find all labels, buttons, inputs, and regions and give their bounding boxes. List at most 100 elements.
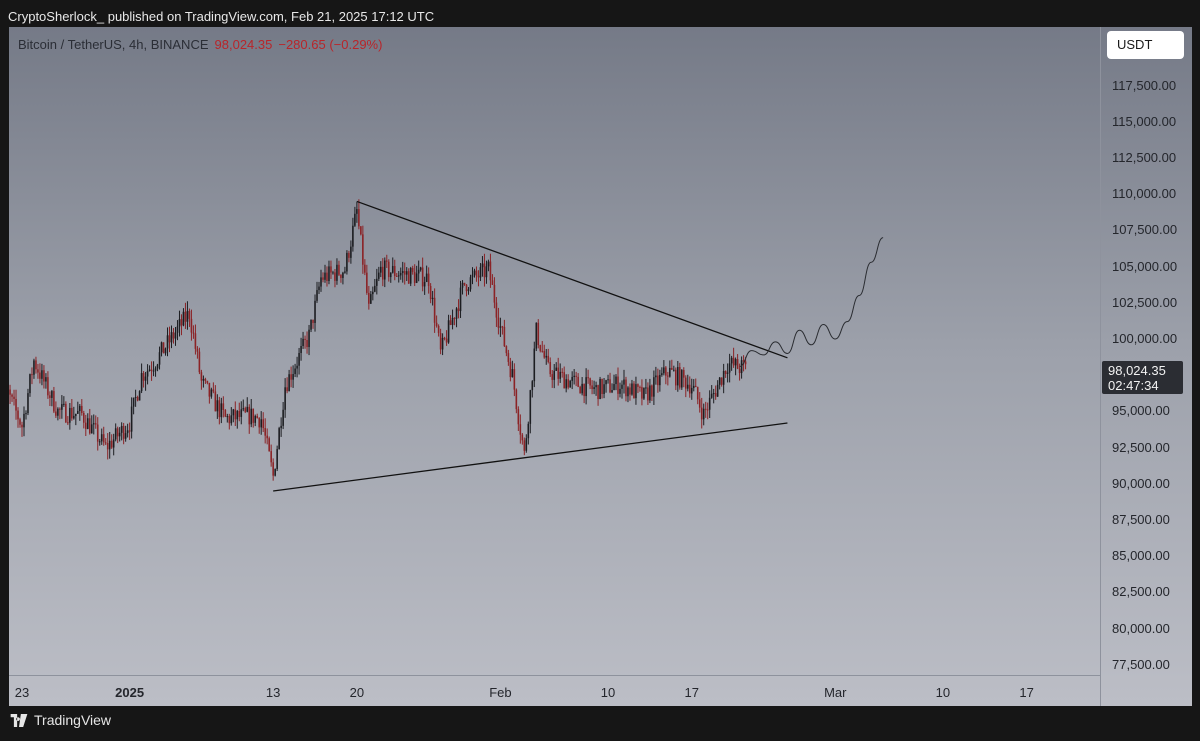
candle-body <box>485 266 488 278</box>
candle-body <box>194 333 197 349</box>
candle-body <box>166 335 169 349</box>
last-price-label: 98,024.35 02:47:34 <box>1102 361 1183 394</box>
candle-body <box>577 376 579 387</box>
price-tick-label: 92,500.00 <box>1112 439 1170 455</box>
candle-body <box>742 360 745 362</box>
candle-body <box>364 264 366 273</box>
candle-body <box>629 387 631 395</box>
candle-body <box>376 278 378 286</box>
candle-body <box>573 375 575 377</box>
candle-body <box>320 277 322 287</box>
candle-body <box>342 272 344 278</box>
candle-body <box>419 267 422 270</box>
candle-body <box>609 379 611 393</box>
candle-body <box>330 266 332 273</box>
candle-body <box>374 285 376 292</box>
candle-body <box>280 425 282 429</box>
candle-body <box>433 297 436 323</box>
candle-body <box>633 383 635 399</box>
time-tick-label: 13 <box>265 685 281 700</box>
candle-body <box>495 302 498 318</box>
candle-body <box>649 385 651 401</box>
candle-body <box>318 286 320 291</box>
candle-body <box>35 360 37 370</box>
price-axis-border <box>1100 27 1101 706</box>
price-tick-label: 87,500.00 <box>1112 512 1170 527</box>
chart-panel[interactable]: Bitcoin / TetherUS, 4h, BINANCE 98,024.35… <box>9 27 1192 706</box>
candle-body <box>224 409 227 417</box>
candle-body <box>286 387 288 392</box>
time-tick-label: Feb <box>489 685 512 700</box>
candle-body <box>356 209 358 214</box>
candle-body <box>682 370 685 378</box>
candle-body <box>734 359 737 366</box>
candle-body <box>409 268 412 284</box>
candle-body <box>112 439 115 448</box>
candle-body <box>310 319 312 330</box>
candle-body <box>661 373 663 375</box>
trendline-upper[interactable] <box>356 200 788 359</box>
candle-body <box>326 272 328 281</box>
candle-body <box>246 406 249 412</box>
candle-body <box>13 396 15 399</box>
candle-body <box>202 378 205 381</box>
candle-body <box>142 373 145 381</box>
candle-body <box>190 318 193 333</box>
candle-body <box>684 377 687 389</box>
candle-body <box>621 384 623 389</box>
candle-body <box>37 369 39 373</box>
candle-body <box>250 408 253 425</box>
candle-body <box>523 440 526 451</box>
candle-body <box>425 273 428 282</box>
candle-body <box>722 370 725 385</box>
candle-body <box>47 377 49 396</box>
candle-body <box>601 378 603 394</box>
candle-body <box>413 271 416 283</box>
projection-path[interactable] <box>739 237 884 368</box>
candle-body <box>290 374 292 380</box>
candle-body <box>465 284 468 292</box>
candle-body <box>81 405 83 413</box>
candle-body <box>96 424 99 442</box>
candle-body <box>451 317 454 325</box>
candle-body <box>463 282 466 285</box>
candle-body <box>545 355 548 358</box>
candle-body <box>611 390 613 393</box>
candle-body <box>158 352 161 365</box>
candle-body <box>647 387 649 401</box>
trendline-lower[interactable] <box>273 422 788 492</box>
candle-body <box>21 424 23 428</box>
candle-body <box>533 348 536 382</box>
candle-body <box>401 270 404 274</box>
candle-body <box>471 274 474 278</box>
candle-body <box>174 332 177 339</box>
time-tick-label: 23 <box>14 685 30 700</box>
candle-body <box>569 380 571 388</box>
candle-body <box>86 418 89 429</box>
candle-body <box>284 387 286 410</box>
candle-body <box>23 413 25 428</box>
price-tick-label: 102,500.00 <box>1112 294 1178 310</box>
candle-body <box>148 369 151 371</box>
candle-body <box>138 391 141 401</box>
candle-body <box>134 397 137 399</box>
candle-body <box>79 405 81 412</box>
price-chart[interactable] <box>9 27 1192 706</box>
candle-body <box>663 367 665 374</box>
candle-body <box>389 272 392 278</box>
time-tick-label: 2025 <box>115 685 145 700</box>
candle-body <box>350 246 352 258</box>
candle-body <box>84 422 87 429</box>
candle-body <box>352 225 354 247</box>
candle-body <box>623 379 625 385</box>
candle-body <box>557 367 560 379</box>
candle-body <box>71 407 73 419</box>
time-tick-label: 10 <box>600 685 616 700</box>
footer-brand[interactable]: TradingView <box>10 712 111 728</box>
candle-body <box>579 386 581 394</box>
currency-button[interactable]: USDT <box>1107 31 1184 59</box>
candle-body <box>499 326 502 328</box>
candle-body <box>553 370 556 380</box>
candle-body <box>65 403 67 423</box>
candle-body <box>132 397 135 407</box>
